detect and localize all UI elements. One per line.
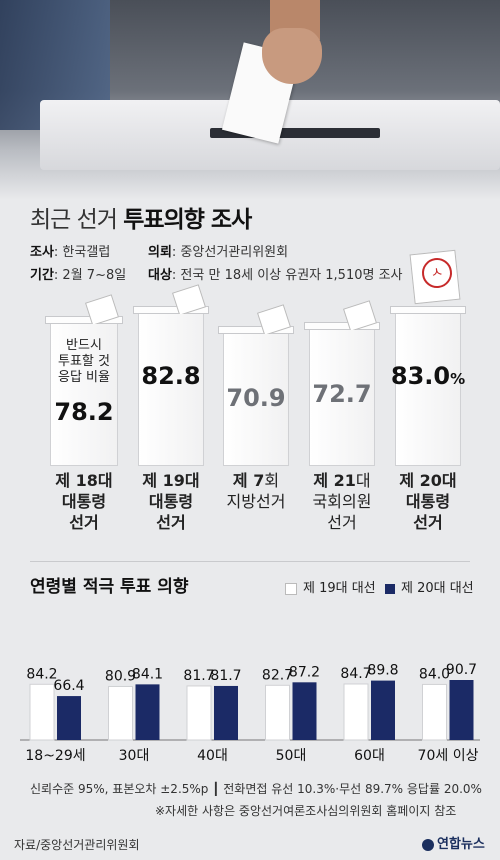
- category-label: 70세 이상: [418, 748, 479, 764]
- bar-1: [186, 685, 212, 741]
- meta-survey: 조사: 한국갤럽: [30, 245, 111, 260]
- election-label: 제 19대 대통령 선거: [142, 471, 200, 532]
- ballot-box-body: [309, 330, 375, 466]
- ballot-box-body: [138, 314, 204, 466]
- ballot-slot: [210, 128, 380, 138]
- category-label: 18~29세: [25, 748, 85, 764]
- bar-value-label: 90.7: [446, 662, 477, 678]
- ballot-box-5: 83.0%: [390, 306, 466, 466]
- meta-client: 의뢰: 중앙선거관리위원회: [148, 245, 289, 260]
- category-label: 50대: [276, 748, 307, 764]
- page-title: 최근 선거 투표의향 조사: [30, 207, 252, 233]
- meta-period: 기간: 2월 7~8일: [30, 268, 127, 283]
- meta-target: 대상: 전국 만 18세 이상 유권자 1,510명 조사: [148, 268, 403, 283]
- category-label: 30대: [119, 748, 150, 764]
- bar-2: [135, 684, 160, 740]
- voter-hand: [262, 28, 322, 84]
- bar-1: [29, 683, 55, 741]
- footer-source: 자료/중앙선거관리위원회: [14, 838, 140, 852]
- election-value: 70.9: [226, 384, 286, 412]
- election-value: 78.2: [54, 398, 114, 426]
- bar-1: [108, 685, 133, 741]
- bar-2: [292, 682, 317, 740]
- ballot-box-lid: [218, 326, 294, 334]
- election-label: 제 20대 대통령 선거: [399, 471, 457, 532]
- bar-value-label: 89.8: [367, 663, 398, 679]
- category-label: 60대: [354, 748, 385, 764]
- bar-value-label: 84.7: [340, 666, 371, 682]
- election-value: 83.0%: [390, 362, 466, 390]
- yonhap-logo: 연합뉴스: [422, 833, 485, 852]
- ballot-box-lid: [390, 306, 466, 314]
- bar-value-label: 84.0: [419, 666, 450, 682]
- legend-series-1: 제 19대 대선: [285, 577, 376, 596]
- bar-value-label: 82.7: [262, 667, 293, 683]
- bar-value-label: 87.2: [289, 664, 320, 680]
- ballot-box-lid: [45, 316, 123, 324]
- legend-series-2: 제 20대 대선: [385, 577, 474, 596]
- bar-value-label: 81.7: [183, 668, 214, 684]
- section-divider: [30, 561, 470, 562]
- footer-methodology: 신뢰수준 95%, 표본오차 ±2.5%p ┃ 전화면접 유선 10.3%·무선…: [30, 782, 482, 796]
- bar-2: [57, 696, 81, 740]
- ballot-box-lid: [133, 306, 209, 314]
- yonhap-logo-icon: [422, 838, 434, 851]
- bar-value-label: 80.9: [105, 668, 136, 684]
- legend-swatch-2: [385, 583, 395, 594]
- ballot-box-lid: [304, 322, 380, 330]
- ballot-box-2: 82.8: [133, 284, 209, 466]
- election-value: 72.7: [312, 380, 372, 408]
- bar-2: [449, 680, 474, 740]
- bar-value-label: 81.7: [210, 668, 241, 684]
- bar-1: [422, 683, 447, 741]
- bar-2: [371, 680, 395, 740]
- bar-value-label: 84.1: [132, 666, 163, 682]
- bar-1: [343, 683, 369, 741]
- ballot-box-body: [223, 334, 289, 466]
- ballot-box-body: [395, 314, 461, 466]
- election-label: 제 21대 국회의원 선거: [312, 471, 372, 532]
- footer-reference: ※자세한 사항은 중앙선거여론조사심의위원회 홈페이지 참조: [155, 804, 457, 818]
- election-label: 제 18대 대통령 선거: [55, 471, 113, 532]
- ballot-box-body: [50, 324, 118, 466]
- bar-2: [214, 685, 238, 740]
- ballot-box-3: 70.9: [218, 304, 294, 466]
- bar-value-label: 84.2: [26, 666, 57, 682]
- legend-swatch-1: [285, 582, 297, 595]
- election-value: 82.8: [141, 362, 201, 390]
- election-label: 제 7회 지방선거: [226, 471, 286, 511]
- bar-value-label: 66.4: [53, 678, 84, 694]
- age-bar-chart: 84.266.4 18~29세 80.984.1 30대 81.781.7 40대 82.7…: [20, 662, 480, 764]
- category-label: 40대: [197, 748, 228, 764]
- chart-title: 연령별 적극 투표 의향: [30, 577, 189, 597]
- ballot-box-1: 반드시 투표할 것 응답 비율 78.2: [45, 294, 123, 466]
- response-rate-note: 반드시 투표할 것 응답 비율: [58, 338, 110, 385]
- ballot-box-photo: [0, 0, 500, 200]
- bar-1: [265, 684, 290, 741]
- ballot-box-4: 72.7: [304, 300, 380, 466]
